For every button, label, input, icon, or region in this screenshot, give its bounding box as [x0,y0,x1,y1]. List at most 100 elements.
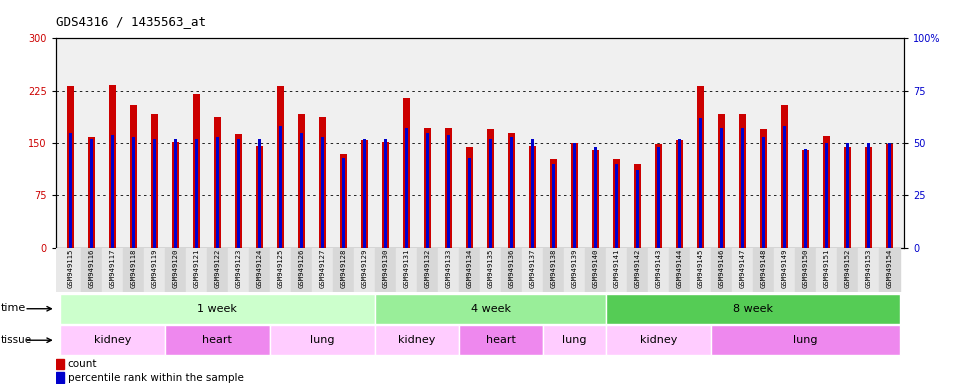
Text: lung: lung [793,335,818,345]
Bar [741,128,744,248]
Text: GSM949143: GSM949143 [656,249,661,288]
Bar [636,170,639,248]
Bar [354,248,375,292]
Bar [615,164,618,248]
Bar [132,137,135,248]
Bar [802,150,809,248]
Bar [795,248,816,292]
Text: GSM949119: GSM949119 [152,249,157,288]
Bar [844,147,852,248]
Text: GSM949137: GSM949137 [530,249,536,288]
Bar [446,135,450,248]
Bar [444,128,452,248]
Text: GSM949131: GSM949131 [403,249,410,288]
Text: GSM949124: GSM949124 [256,249,262,288]
Bar [87,137,95,248]
Bar [123,248,144,292]
Text: GSM949147: GSM949147 [739,249,746,288]
Bar [510,137,514,248]
Bar [573,143,576,248]
Bar [699,118,702,248]
Bar [300,132,303,248]
Text: GSM949136: GSM949136 [509,249,515,288]
Text: GSM949142: GSM949142 [635,249,640,288]
Text: GSM949150: GSM949150 [803,249,808,288]
Text: GSM949139: GSM949139 [571,249,578,288]
Text: GSM949128: GSM949128 [341,249,347,288]
Bar [66,86,74,248]
Bar [312,248,333,292]
Bar [648,248,669,292]
Bar [375,294,606,324]
Bar [594,147,597,248]
Bar [783,126,786,248]
Text: time: time [1,303,26,313]
Bar [571,143,578,248]
Bar [529,146,537,248]
Text: GSM949149: GSM949149 [781,249,787,288]
Bar [165,325,270,355]
Bar [846,143,850,248]
Bar [153,139,156,248]
Bar [375,248,396,292]
Bar [255,146,263,248]
Text: GSM949151: GSM949151 [824,249,829,288]
Bar [487,129,494,248]
Text: kidney: kidney [94,335,132,345]
Text: heart: heart [486,335,516,345]
Bar [543,325,606,355]
Bar [319,117,326,248]
Bar [60,325,165,355]
Bar [508,132,516,248]
Bar [321,137,324,248]
Text: GSM949134: GSM949134 [467,249,472,288]
Bar [361,139,368,248]
Text: GSM949132: GSM949132 [424,249,430,288]
Bar [879,248,900,292]
Bar [543,248,564,292]
Text: lung: lung [563,335,587,345]
Bar [753,248,774,292]
Bar [60,248,81,292]
Bar [193,94,200,248]
Text: GSM949141: GSM949141 [613,249,619,288]
Bar [249,248,270,292]
Bar [186,248,207,292]
Bar [144,248,165,292]
Bar [384,139,387,248]
Bar [804,149,807,248]
Bar [174,139,177,248]
Bar [270,248,291,292]
Bar [690,248,711,292]
Text: GSM949129: GSM949129 [362,249,368,288]
Bar [531,139,534,248]
Text: GSM949115: GSM949115 [67,249,73,288]
Bar [363,139,366,248]
Text: GSM949127: GSM949127 [320,249,325,288]
Bar [655,144,662,248]
Text: GSM949126: GSM949126 [299,249,304,288]
Bar [333,248,354,292]
Text: GSM949146: GSM949146 [719,249,725,288]
Bar [382,142,389,248]
Bar [417,248,438,292]
Text: GSM949145: GSM949145 [698,249,704,288]
Bar [69,132,72,248]
Bar [711,248,732,292]
Bar [102,248,123,292]
Text: GSM949133: GSM949133 [445,249,451,288]
Bar [108,85,116,248]
Bar [291,248,312,292]
Text: GSM949138: GSM949138 [550,249,557,288]
Text: GSM949121: GSM949121 [193,249,200,288]
Text: GSM949140: GSM949140 [592,249,598,288]
Bar [825,143,828,248]
Bar [585,248,606,292]
Bar [606,325,711,355]
Bar [342,158,345,248]
Text: count: count [67,359,97,369]
Bar [867,143,871,248]
Bar [459,325,543,355]
Text: GSM949153: GSM949153 [866,249,872,288]
Text: GSM949117: GSM949117 [109,249,115,288]
